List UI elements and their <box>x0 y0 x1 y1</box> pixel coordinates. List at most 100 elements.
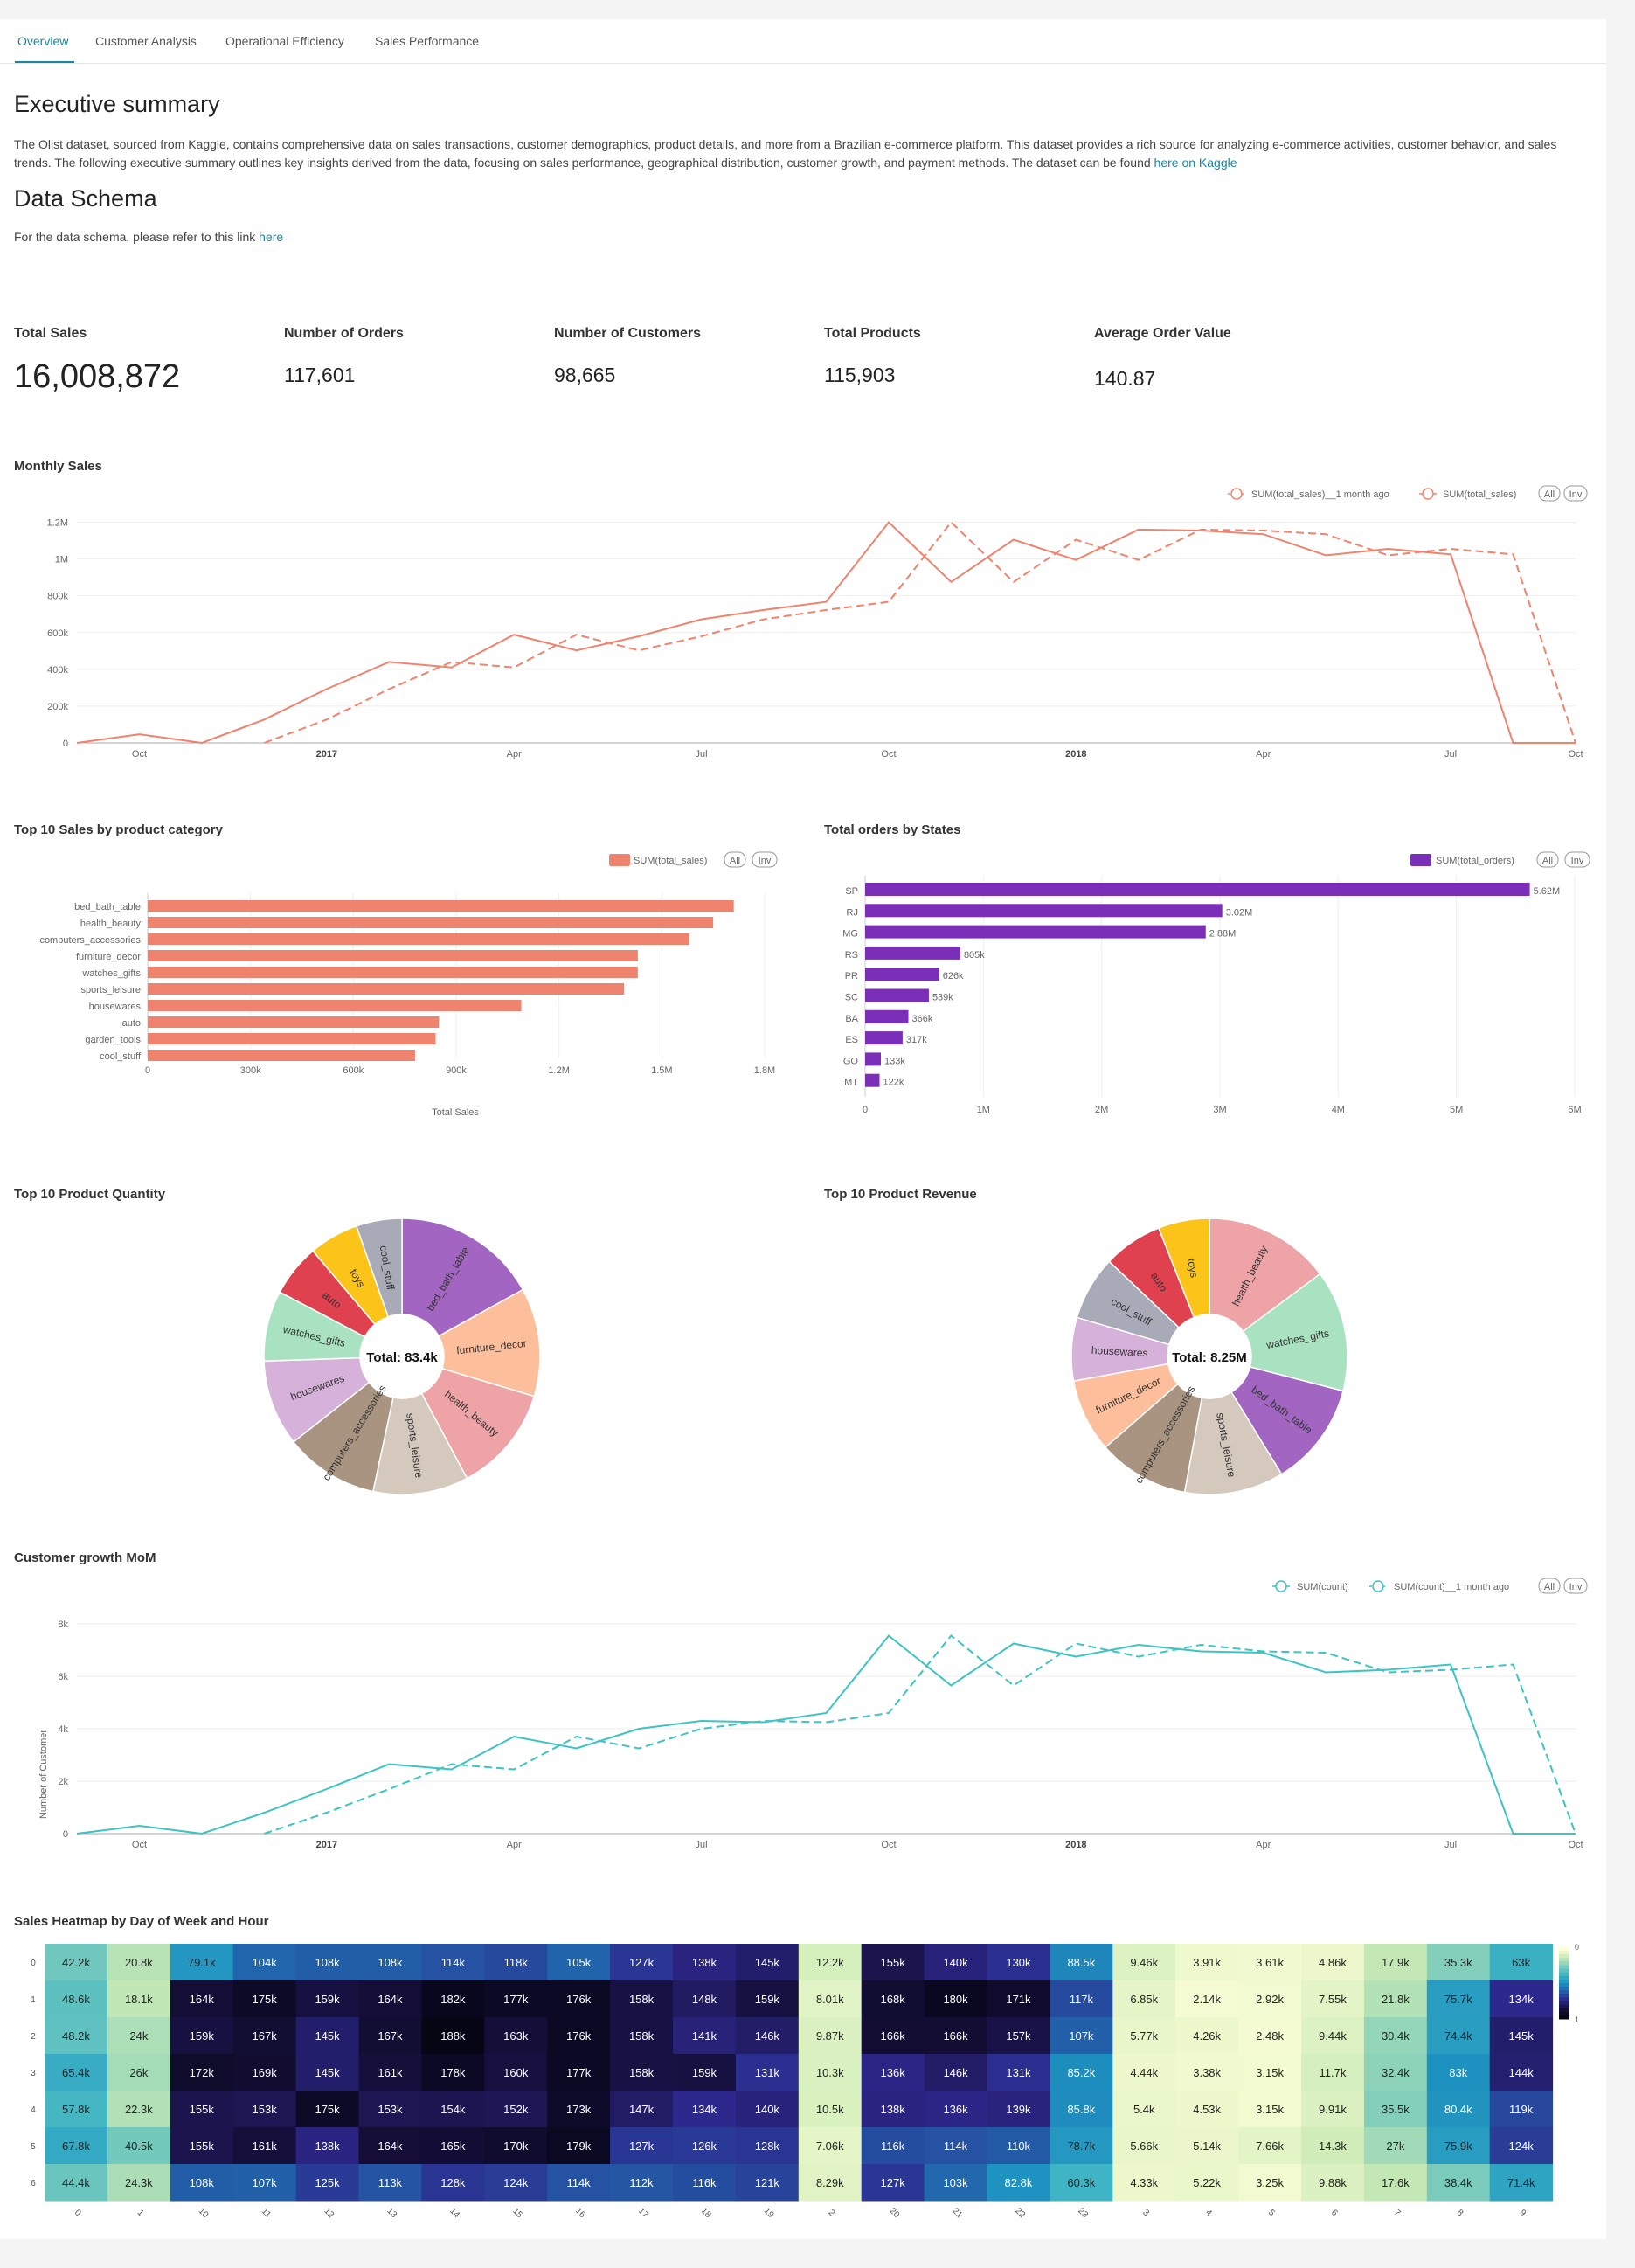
legend-sales[interactable]: SUM(total_sales) <box>1443 489 1516 500</box>
tab-overview[interactable]: Overview <box>17 34 69 48</box>
legend-all-label: All <box>1544 1582 1555 1592</box>
bar-value-label: 366k <box>912 1014 933 1024</box>
y-tick-label: 0 <box>63 739 68 749</box>
y-tick-label: 200k <box>47 702 68 712</box>
summary-body: The Olist dataset, sourced from Kaggle, … <box>14 137 1557 170</box>
pie-slice <box>1230 1366 1344 1475</box>
heatmap-cell-value: 158k <box>629 2066 655 2079</box>
y-tick-label: 800k <box>47 592 68 602</box>
heatmap-cell <box>107 2017 171 2055</box>
heatmap-cell <box>484 2054 548 2091</box>
color-scale-step <box>1559 2008 1569 2013</box>
bar-value-label: 5.62M <box>1534 886 1561 897</box>
heatmap-cell <box>798 1944 863 1981</box>
legend-count[interactable]: SUM(count) <box>1297 1582 1348 1592</box>
heatmap-cell <box>358 1980 422 2018</box>
legend-swatch[interactable] <box>609 854 630 866</box>
customer-y-axis-label: Number of Customer <box>38 1730 49 1819</box>
color-scale-step <box>1559 1987 1569 1991</box>
heatmap-cell-value: 32.4k <box>1382 2066 1410 2079</box>
heatmap-cell <box>232 2017 297 2055</box>
heatmap-cell-value: 9.88k <box>1319 2176 1347 2189</box>
heatmap-cell-value: 26k <box>129 2066 148 2079</box>
category-label: health_beauty <box>80 919 142 929</box>
legend-all-button[interactable] <box>724 851 746 868</box>
heatmap-cell <box>924 1944 987 1981</box>
heatmap-cell-value: 136k <box>943 2103 968 2116</box>
schema-link[interactable]: here <box>259 230 284 244</box>
heatmap-cell <box>358 2164 422 2202</box>
heatmap-cell-value: 67.8k <box>62 2140 90 2153</box>
heatmap-cell-value: 134k <box>1509 1993 1535 2006</box>
legend-swatch[interactable] <box>1410 854 1431 866</box>
color-scale-step <box>1559 1994 1569 1998</box>
bar <box>865 904 1223 918</box>
heatmap-cell-value: 21.8k <box>1382 1993 1410 2006</box>
x-tick-label: 3M <box>1213 1105 1226 1115</box>
heatmap-cell-value: 165k <box>440 2140 466 2153</box>
heatmap-cell-value: 157k <box>1006 2029 1031 2043</box>
heatmap-cell-value: 168k <box>881 1993 906 2006</box>
legend-marker[interactable] <box>1372 1580 1384 1592</box>
tab-sales-performance[interactable]: Sales Performance <box>375 34 480 48</box>
heatmap-cell-value: 108k <box>315 1956 340 1969</box>
legend-all-button[interactable] <box>1536 851 1559 868</box>
heatmap-cell <box>924 2164 987 2202</box>
x-tick-label: Oct <box>132 1840 147 1850</box>
legend-marker[interactable] <box>1275 1580 1287 1592</box>
heatmap-cell <box>987 2091 1050 2128</box>
x-tick-label: Apr <box>507 1840 522 1850</box>
y-tick-label: 1M <box>55 555 68 565</box>
heatmap-cell-value: 146k <box>943 2066 968 2079</box>
heatmap-cell-value: 159k <box>755 1993 780 2006</box>
color-scale-step <box>1559 1958 1569 1962</box>
x-tick-label: 1M <box>977 1105 990 1115</box>
heatmap-cell <box>1050 2164 1113 2202</box>
heatmap-cell-value: 5.77k <box>1130 2029 1158 2043</box>
heatmap-cell-value: 180k <box>943 1993 968 2006</box>
heatmap-col-label: 0 <box>73 2208 83 2218</box>
heatmap-cell <box>45 2054 108 2091</box>
x-tick-label: Oct <box>881 749 896 759</box>
legend-inv-button[interactable] <box>1564 851 1590 868</box>
kaggle-link[interactable]: here on Kaggle <box>1154 156 1237 170</box>
heatmap-cell <box>861 2017 925 2055</box>
legend-inv-button[interactable] <box>1563 485 1588 502</box>
executive-summary-title: Executive summary <box>14 91 220 117</box>
legend-all-button[interactable] <box>1538 485 1561 502</box>
heatmap-cell <box>861 2164 925 2202</box>
heatmap-cell-value: 124k <box>1509 2140 1535 2153</box>
heatmap-cell <box>1175 2017 1239 2055</box>
heatmap-cell <box>1301 2164 1365 2202</box>
legend-total-sales[interactable]: SUM(total_sales) <box>634 856 707 866</box>
legend-inv-button[interactable] <box>1563 1578 1588 1594</box>
legend-all-label: All <box>730 856 740 866</box>
heatmap-col-label: 21 <box>950 2206 964 2220</box>
legend-inv-button[interactable] <box>752 851 778 868</box>
legend-total-orders[interactable]: SUM(total_orders) <box>1436 856 1514 866</box>
kpi-total-sales-value: 16,008,872 <box>14 358 181 395</box>
legend-count-1m-ago[interactable]: SUM(count)__1 month ago <box>1394 1582 1509 1592</box>
tab-customer-analysis[interactable]: Customer Analysis <box>95 34 197 48</box>
heatmap-cell <box>987 1944 1050 1981</box>
kpi-products-value: 115,903 <box>824 364 896 386</box>
legend-inv-label: Inv <box>1569 1582 1583 1592</box>
legend-all-button[interactable] <box>1538 1578 1561 1594</box>
legend-marker[interactable] <box>1230 488 1243 500</box>
heatmap-cell <box>295 2054 359 2091</box>
heatmap-cell <box>1489 2164 1554 2202</box>
heatmap-row-label: 1 <box>31 1995 36 2005</box>
heatmap-cell-value: 164k <box>378 1993 403 2006</box>
heatmap-col-label: 23 <box>1076 2206 1090 2220</box>
heatmap-cell <box>1175 1980 1239 2018</box>
legend-marker[interactable] <box>1422 488 1434 500</box>
heatmap-cell-value: 30.4k <box>1382 2029 1410 2043</box>
heatmap-cell-value: 24k <box>129 2029 148 2043</box>
tab-operational-efficiency[interactable]: Operational Efficiency <box>225 34 344 48</box>
heatmap-cell <box>610 1944 674 1981</box>
heatmap-cell <box>987 2164 1050 2202</box>
heatmap-cell <box>1489 2054 1554 2091</box>
heatmap-cell-value: 114k <box>944 2140 968 2153</box>
heatmap-cell <box>358 2127 422 2165</box>
legend-sales-1m-ago[interactable]: SUM(total_sales)__1 month ago <box>1251 489 1389 500</box>
